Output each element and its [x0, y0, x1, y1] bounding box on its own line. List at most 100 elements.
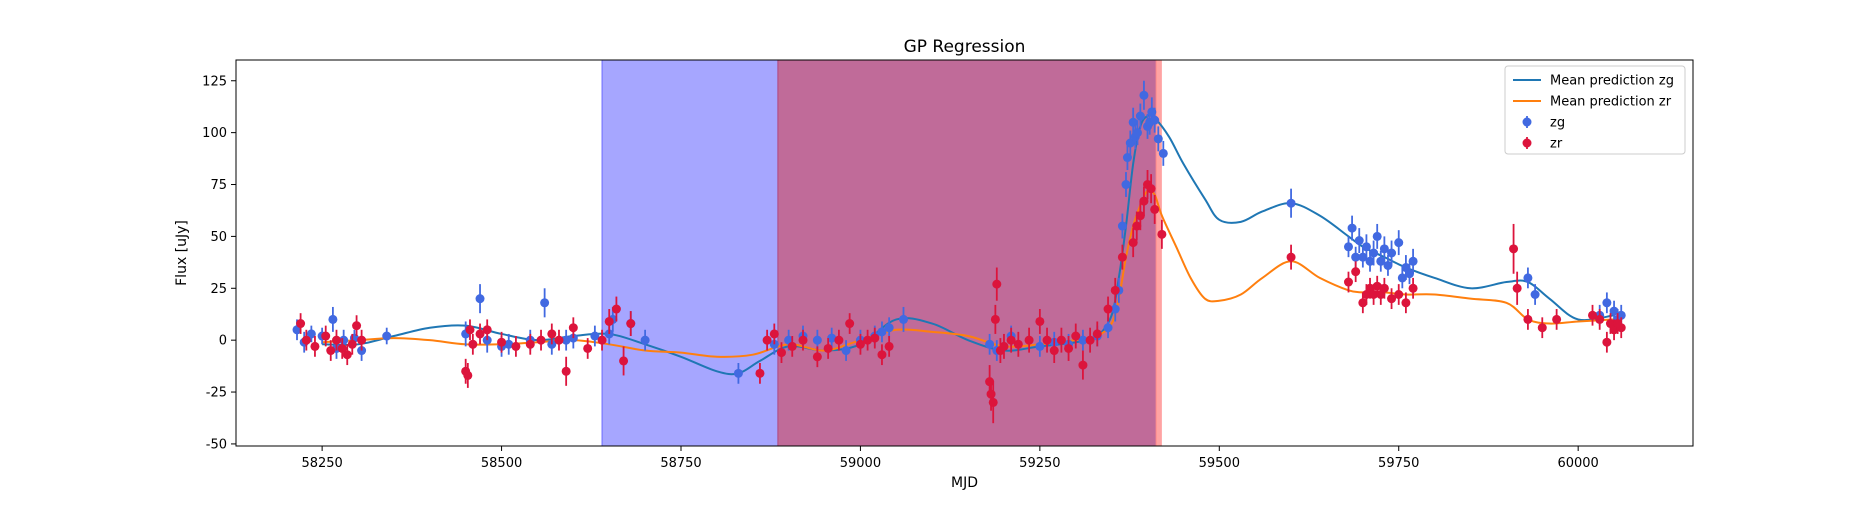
- point-zg: [1365, 256, 1375, 266]
- point-zr: [331, 335, 341, 345]
- y-tick-label: 25: [210, 282, 227, 297]
- point-zg: [1150, 115, 1160, 125]
- point-zr: [1523, 314, 1533, 324]
- point-zr: [1049, 346, 1059, 356]
- point-zr: [1078, 360, 1088, 370]
- point-zr: [787, 341, 797, 351]
- y-tick-label: -25: [206, 386, 227, 401]
- x-tick-label: 59250: [1019, 456, 1060, 471]
- point-zr: [568, 323, 578, 333]
- point-zg: [733, 368, 743, 378]
- point-zr: [497, 337, 507, 347]
- point-zr: [1512, 283, 1522, 293]
- point-zr: [619, 356, 629, 366]
- point-zr: [554, 335, 564, 345]
- point-zg: [1379, 244, 1389, 254]
- point-zr: [1150, 204, 1160, 214]
- y-tick-label: 125: [202, 74, 227, 89]
- point-zr: [468, 339, 478, 349]
- point-zr: [755, 368, 765, 378]
- point-zr: [1408, 283, 1418, 293]
- point-zg: [1387, 248, 1397, 258]
- point-zg: [898, 314, 908, 324]
- point-zr: [990, 314, 1000, 324]
- point-zr: [1146, 184, 1156, 194]
- point-zr: [583, 343, 593, 353]
- point-zr: [798, 335, 808, 345]
- point-zr: [1157, 229, 1167, 239]
- y-tick-label: 0: [219, 334, 227, 349]
- point-zr: [326, 346, 336, 356]
- point-zr: [321, 331, 331, 341]
- point-zr: [1537, 323, 1547, 333]
- point-zg: [1354, 236, 1364, 246]
- x-tick-label: 59750: [1378, 456, 1419, 471]
- point-zr: [1035, 316, 1045, 326]
- y-axis-label: Flux [uJy]: [174, 220, 190, 286]
- point-zr: [1358, 298, 1368, 308]
- point-zg: [1372, 231, 1382, 241]
- point-zr: [845, 319, 855, 329]
- point-zg: [640, 335, 650, 345]
- x-tick-label: 58750: [660, 456, 701, 471]
- point-zr: [1092, 329, 1102, 339]
- point-zg: [1125, 138, 1135, 148]
- point-zr: [992, 279, 1002, 289]
- y-tick-label: 50: [210, 230, 227, 245]
- point-zr: [1132, 221, 1142, 231]
- plot-frame: [235, 59, 1694, 447]
- point-zr: [561, 366, 571, 376]
- point-zr: [1379, 283, 1389, 293]
- point-zr: [1117, 252, 1127, 262]
- point-zr: [834, 335, 844, 345]
- point-zg: [1347, 223, 1357, 233]
- point-zg: [827, 333, 837, 343]
- point-zg: [1616, 310, 1626, 320]
- shaded-region-1: [602, 60, 778, 446]
- point-zr: [1387, 294, 1397, 304]
- point-zr: [511, 341, 521, 351]
- legend: Mean prediction zg Mean prediction zr zg zr: [1504, 65, 1686, 155]
- shaded-region-2: [777, 60, 1157, 446]
- point-zr: [296, 319, 306, 329]
- x-tick-label: 59000: [840, 456, 881, 471]
- point-zr: [988, 397, 998, 407]
- point-zg: [1117, 221, 1127, 231]
- legend-label: zr: [1550, 137, 1563, 152]
- point-zr: [547, 329, 557, 339]
- point-zr: [884, 341, 894, 351]
- point-zr: [855, 339, 865, 349]
- legend-box: [1504, 65, 1686, 155]
- point-zr: [823, 343, 833, 353]
- point-zr: [1110, 285, 1120, 295]
- point-zr: [1588, 310, 1598, 320]
- point-zr: [1006, 335, 1016, 345]
- point-zr: [1056, 335, 1066, 345]
- x-axis: 58250 58500 58750 59000 59250 59500 59750 60000: [301, 446, 1599, 471]
- y-tick-label: 100: [202, 126, 227, 141]
- point-zr: [1286, 252, 1296, 262]
- point-zr: [347, 339, 357, 349]
- point-zr: [769, 329, 779, 339]
- point-zg: [1602, 298, 1612, 308]
- point-zr: [1042, 335, 1052, 345]
- point-zr: [1351, 267, 1361, 277]
- point-zr: [870, 333, 880, 343]
- y-axis: -50 -25 0 25 50 75 100 125: [202, 74, 236, 452]
- point-zr: [1369, 290, 1379, 300]
- point-zg: [590, 331, 600, 341]
- x-tick-label: 60000: [1557, 456, 1598, 471]
- point-zr: [776, 348, 786, 358]
- point-zr: [1013, 339, 1023, 349]
- legend-label: Mean prediction zg: [1550, 74, 1674, 89]
- point-zg: [1404, 269, 1414, 279]
- point-zg: [1376, 256, 1386, 266]
- point-zg: [1103, 323, 1113, 333]
- point-zr: [536, 335, 546, 345]
- point-zr: [1064, 343, 1074, 353]
- point-zg: [1383, 260, 1393, 270]
- point-zg: [841, 346, 851, 356]
- point-zg: [540, 298, 550, 308]
- point-zg: [812, 335, 822, 345]
